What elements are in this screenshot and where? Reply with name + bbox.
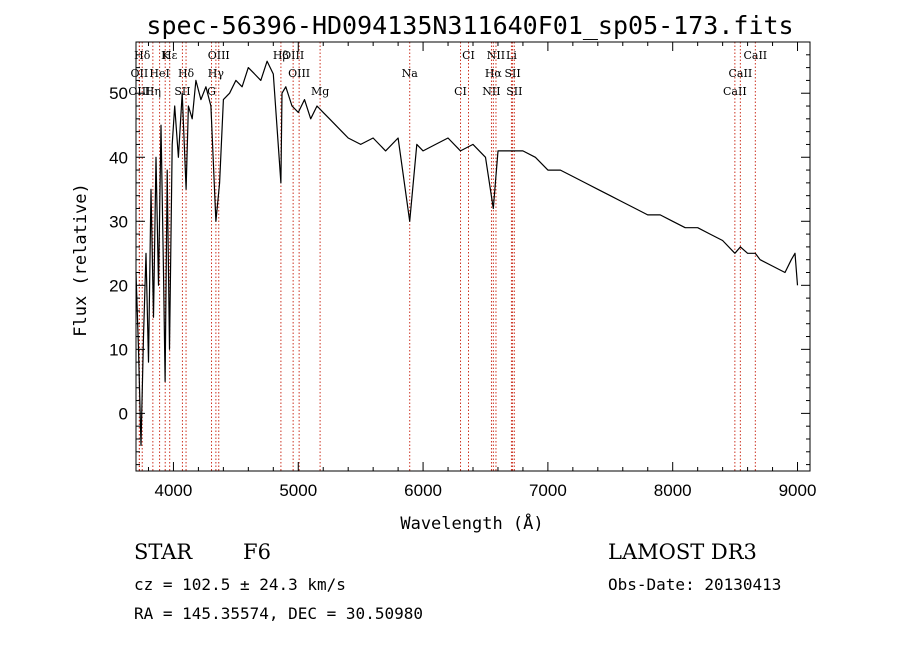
redshift-text: cz = 102.5 ± 24.3 km/s [134,575,346,594]
marker-label: SII [506,85,522,98]
marker-label: SII [174,85,190,98]
plot-frame [135,41,811,472]
marker-label: HeI [149,67,169,80]
marker-label: Hδ [134,49,151,62]
marker-label: CaII [743,49,767,62]
x-axis-ticks: 4000 5000 6000 7000 8000 9000 [147,42,817,500]
x-axis-label: Wavelength (Å) [400,512,543,534]
marker-label: CI [462,49,475,62]
marker-label: K [161,49,170,62]
x-tick-label: 6000 [404,481,442,500]
object-class: STAR [134,540,193,564]
series-group [135,60,799,446]
marker-label: OIII [282,49,304,62]
marker-label: SII [504,67,520,80]
x-tick-label: 9000 [779,481,817,500]
line-annotations: HδOIIOIIIKHeIHηHεHδSIIOIIIHγGOIIIOIIIMgH… [128,49,767,98]
marker-label: Na [402,67,419,80]
marker-label: OIII [208,49,230,62]
marker-label: CaII [729,67,753,80]
marker-label: Hε [162,49,178,62]
marker-label: CI [454,85,467,98]
marker-label: NII [487,49,505,62]
y-tick-label: 50 [109,84,128,103]
obs-date-text: Obs-Date: 20130413 [608,575,781,594]
chart-title: spec-56396-HD094135N311640F01_sp05-173.f… [146,11,793,40]
marker-label: OII [131,67,149,80]
y-axis-label: Flux (relative) [71,183,91,337]
marker-label: Mg [311,85,329,98]
x-tick-label: 5000 [279,481,317,500]
emission-line-markers [138,42,756,471]
spectrum-line [135,60,799,446]
marker-label: Hα [485,67,503,80]
y-tick-label: 40 [109,148,128,167]
marker-label: Hγ [208,67,225,80]
marker-label: Li [506,49,517,62]
x-tick-label: 7000 [529,481,567,500]
x-tick-label: 8000 [654,481,692,500]
object-subclass: F6 [243,540,271,564]
survey-name: LAMOST DR3 [608,540,757,564]
x-tick-label: 4000 [155,481,193,500]
marker-label: Hδ [178,67,195,80]
y-axis-ticks: 0 10 20 30 40 50 [109,54,810,466]
marker-label: OIII [128,85,150,98]
marker-label: OIII [288,67,310,80]
y-tick-label: 10 [109,340,128,359]
marker-label: Hη [145,85,161,98]
marker-label: G [207,85,216,98]
y-tick-label: 30 [109,212,128,231]
marker-label: Hβ [273,49,289,62]
marker-label: CaII [723,85,747,98]
marker-label: NII [482,85,500,98]
y-tick-label: 20 [109,276,128,295]
coordinates-text: RA = 145.35574, DEC = 30.50980 [134,604,423,623]
y-tick-label: 0 [119,404,128,423]
